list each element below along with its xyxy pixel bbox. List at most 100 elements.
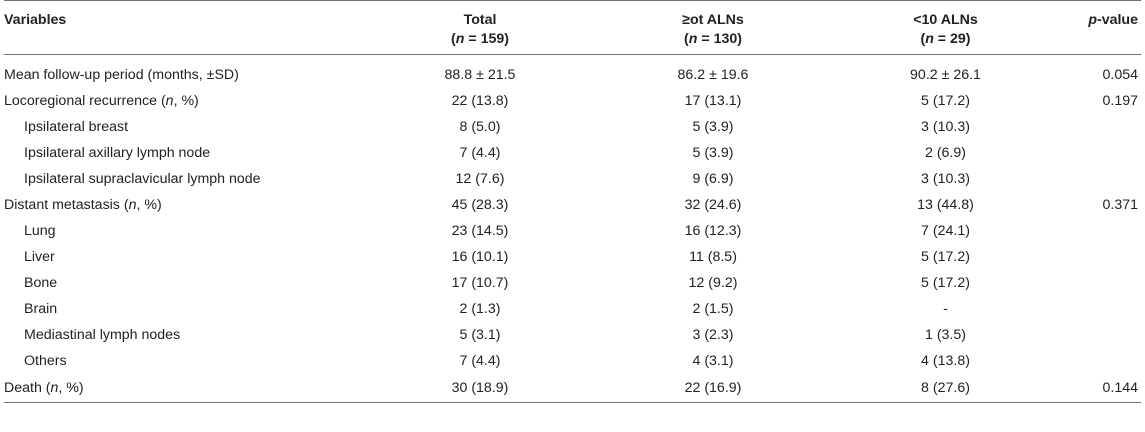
header-total-n-symbol: n xyxy=(455,31,465,47)
variable-text-post: , %) xyxy=(136,197,162,213)
variable-text-pre: Liver xyxy=(24,249,55,265)
cell-lt-aln: 3 (10.3) xyxy=(921,119,970,135)
variable-text-post: , %) xyxy=(173,93,199,109)
header-total: Total (n = 159) xyxy=(376,1,584,55)
cell-ge-aln: 32 (24.6) xyxy=(684,197,742,213)
results-table: Variables Total (n = 159) ≥ot ALNs (n = … xyxy=(4,0,1141,403)
cell-total: 8 (5.0) xyxy=(459,119,501,135)
cell-p-value: 0.197 xyxy=(1102,93,1138,109)
cell-total: 88.8 ± 21.5 xyxy=(444,67,516,83)
cell-p-value xyxy=(1049,270,1141,296)
cell-total: 2 (1.3) xyxy=(459,301,501,317)
cell-ge-aln: 9 (6.9) xyxy=(692,171,734,187)
variable-text-pre: Ipsilateral supraclavicular lymph node xyxy=(24,171,261,187)
header-lt-aln-n: (n = 29) xyxy=(920,31,970,47)
header-variables-label: Variables xyxy=(4,12,67,28)
header-ge-aln-n-open: ( xyxy=(684,31,689,47)
table-row: Death (n, %) 30 (18.9) 22 (16.9) 8 (27.6) 0.… xyxy=(4,374,1141,403)
cell-lt-aln: 7 (24.1) xyxy=(921,223,970,239)
table-header: Variables Total (n = 159) ≥ot ALNs (n = … xyxy=(4,0,1141,55)
cell-p-value: 0.371 xyxy=(1102,197,1138,213)
header-p-value: p-value xyxy=(1049,1,1141,55)
variable-text-pre: Mediastinal lymph nodes xyxy=(24,327,181,343)
header-total-n-value: = 159) xyxy=(464,31,509,47)
cell-lt-aln: 5 (17.2) xyxy=(921,249,970,265)
cell-total: 30 (18.9) xyxy=(451,380,509,396)
table-row: Brain 2 (1.3) 2 (1.5) - xyxy=(4,296,1141,322)
header-lt-aln-n-open: ( xyxy=(920,31,926,47)
table-row: Mediastinal lymph nodes 5 (3.1) 3 (2.3) 1 (… xyxy=(4,322,1141,348)
table-row: Distant metastasis (n, %) 45 (28.3) 32 (24… xyxy=(4,192,1141,218)
variable-text-pre: Distant metastasis ( xyxy=(4,197,129,213)
header-ge-aln: ≥ot ALNs (n = 130) xyxy=(584,1,842,55)
variable-text-pre: Bone xyxy=(24,275,58,291)
cell-lt-aln: - xyxy=(943,301,948,317)
cell-total: 16 (10.1) xyxy=(451,249,509,265)
cell-ge-aln: 2 (1.5) xyxy=(692,301,734,317)
header-total-label: Total xyxy=(463,12,497,28)
variable-text-pre: Death ( xyxy=(4,380,51,396)
table-row: Bone 17 (10.7) 12 (9.2) 5 (17.2) xyxy=(4,270,1141,296)
spacer-row xyxy=(4,55,1141,63)
cell-variable: Lung xyxy=(4,218,376,244)
spacer-cell xyxy=(4,55,1141,63)
cell-total: 22 (13.8) xyxy=(451,93,509,109)
cell-total: 7 (4.4) xyxy=(459,145,501,161)
header-ge-aln-n-symbol: n xyxy=(688,31,698,47)
header-total-n-open: ( xyxy=(451,31,456,47)
variable-text-pre: Ipsilateral breast xyxy=(24,119,129,135)
cell-variable: Mean follow-up period (months, ±SD) xyxy=(4,62,376,88)
cell-variable: Ipsilateral axillary lymph node xyxy=(4,140,376,166)
cell-variable: Bone xyxy=(4,270,376,296)
cell-ge-aln: 12 (9.2) xyxy=(688,275,738,291)
cell-p-value xyxy=(1049,322,1141,348)
cell-lt-aln: 8 (27.6) xyxy=(921,380,970,396)
cell-lt-aln: 1 (3.5) xyxy=(924,327,966,343)
cell-ge-aln: 86.2 ± 19.6 xyxy=(677,67,749,83)
header-row: Variables Total (n = 159) ≥ot ALNs (n = … xyxy=(4,0,1141,55)
variable-text-pre: Others xyxy=(24,353,67,369)
cell-p-value xyxy=(1049,218,1141,244)
cell-lt-aln: 5 (17.2) xyxy=(921,93,970,109)
cell-ge-aln: 5 (3.9) xyxy=(692,119,734,135)
cell-ge-aln: 5 (3.9) xyxy=(692,145,734,161)
cell-total: 7 (4.4) xyxy=(459,353,501,369)
header-variables: Variables xyxy=(4,1,376,55)
cell-ge-aln: 22 (16.9) xyxy=(684,380,742,396)
cell-variable: Mediastinal lymph nodes xyxy=(4,322,376,348)
variable-text-pre: Brain xyxy=(24,301,58,317)
cell-variable: Others xyxy=(4,348,376,374)
cell-total: 5 (3.1) xyxy=(459,327,501,343)
cell-p-value xyxy=(1049,296,1141,322)
cell-total: 12 (7.6) xyxy=(455,171,505,187)
variable-text-pre: Ipsilateral axillary lymph node xyxy=(24,145,211,161)
table-row: Ipsilateral axillary lymph node 7 (4.4) 5 … xyxy=(4,140,1141,166)
cell-p-value xyxy=(1049,166,1141,192)
header-ge-aln-n-value: = 130) xyxy=(697,31,742,47)
cell-lt-aln: 4 (13.8) xyxy=(921,353,970,369)
header-lt-aln-n-value: = 29) xyxy=(933,31,971,47)
variable-text-post: , %) xyxy=(58,380,84,396)
cell-lt-aln: 90.2 ± 26.1 xyxy=(910,67,981,83)
cell-variable: Liver xyxy=(4,244,376,270)
header-p-symbol: p xyxy=(1088,12,1097,28)
cell-lt-aln: 13 (44.8) xyxy=(917,197,974,213)
header-lt-aln-label: <10 ALNs xyxy=(913,12,978,28)
variable-text-pre: Mean follow-up period (months, ±SD) xyxy=(4,67,239,83)
cell-p-value xyxy=(1049,348,1141,374)
cell-ge-aln: 3 (2.3) xyxy=(692,327,734,343)
variable-text-ital: n xyxy=(50,380,59,396)
header-lt-aln-n-symbol: n xyxy=(925,31,934,47)
header-ge-aln-n: (n = 130) xyxy=(684,31,742,47)
variable-text-pre: Lung xyxy=(24,223,56,239)
table-row: Ipsilateral breast 8 (5.0) 5 (3.9) 3 (10.3) xyxy=(4,114,1141,140)
header-ge-aln-label: ≥ot ALNs xyxy=(682,12,744,28)
table-row: Liver 16 (10.1) 11 (8.5) 5 (17.2) xyxy=(4,244,1141,270)
cell-p-value: 0.054 xyxy=(1102,67,1138,83)
cell-variable: Death (n, %) xyxy=(4,374,376,403)
cell-variable: Ipsilateral breast xyxy=(4,114,376,140)
table-row: Ipsilateral supraclavicular lymph node 12… xyxy=(4,166,1141,192)
cell-ge-aln: 11 (8.5) xyxy=(689,249,737,265)
cell-variable: Locoregional recurrence (n, %) xyxy=(4,88,376,114)
table-row: Mean follow-up period (months, ±SD) 88.8 … xyxy=(4,62,1141,88)
